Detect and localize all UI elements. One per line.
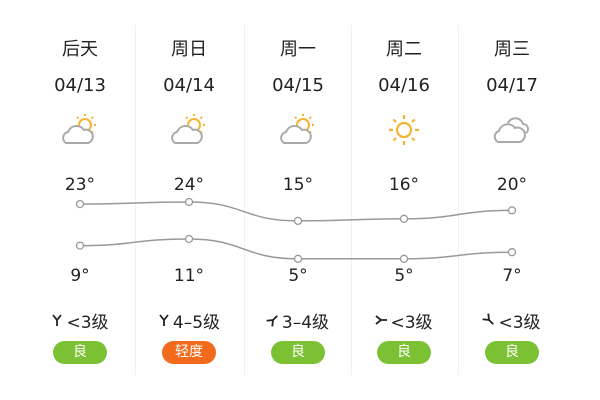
wind-level: 3–4级 bbox=[281, 313, 330, 333]
day-column[interactable]: 后天 04/13 23° 9° <3级 良 bbox=[26, 25, 134, 375]
wind-level: <3级 bbox=[498, 313, 541, 333]
low-temp: 5° bbox=[394, 266, 414, 286]
high-temp: 15° bbox=[282, 175, 314, 195]
day-column[interactable]: 周一 04/15 15° 5° 3–4级 良 bbox=[244, 25, 352, 375]
wind-info: <3级 bbox=[458, 308, 566, 333]
wind-arrow-icon bbox=[483, 311, 495, 331]
column-divider bbox=[458, 25, 459, 375]
high-temp-point bbox=[293, 216, 303, 226]
date-label: 04/17 bbox=[486, 75, 538, 96]
day-column[interactable]: 周日 04/14 24° 11° 4–5级 轻度 bbox=[135, 25, 243, 375]
high-temp-point bbox=[399, 214, 409, 223]
high-temp: 24° bbox=[173, 175, 205, 195]
day-label: 周日 bbox=[171, 39, 207, 60]
high-temp: 20° bbox=[496, 175, 528, 195]
partly-cloudy-icon bbox=[278, 113, 318, 147]
low-temp-point bbox=[184, 234, 194, 244]
wind-level: <3级 bbox=[390, 313, 433, 333]
sunny-icon bbox=[384, 113, 424, 147]
wind-info: <3级 bbox=[350, 308, 458, 333]
aqi-badge: 良 bbox=[377, 341, 431, 364]
low-temp-point bbox=[293, 254, 303, 263]
cloudy-icon bbox=[492, 113, 532, 147]
wind-arrow-icon bbox=[51, 311, 63, 331]
day-label: 周二 bbox=[386, 39, 422, 60]
partly-cloudy-icon bbox=[169, 113, 209, 147]
partly-cloudy-icon bbox=[60, 113, 100, 147]
aqi-badge: 轻度 bbox=[162, 341, 216, 364]
high-temp: 23° bbox=[64, 175, 96, 195]
day-column[interactable]: 周三 04/17 20° 7° <3级 良 bbox=[458, 25, 566, 375]
low-temp-point bbox=[507, 248, 517, 257]
high-temp-point bbox=[75, 199, 85, 209]
day-label: 周一 bbox=[280, 39, 316, 60]
aqi-badge: 良 bbox=[485, 341, 539, 364]
wind-level: 4–5级 bbox=[172, 313, 221, 333]
date-label: 04/15 bbox=[272, 75, 324, 96]
high-temp-point bbox=[507, 206, 517, 215]
aqi-badge: 良 bbox=[271, 341, 325, 364]
high-temp: 16° bbox=[388, 175, 420, 195]
day-label: 后天 bbox=[62, 39, 98, 60]
column-divider bbox=[351, 25, 352, 375]
low-temp: 5° bbox=[288, 266, 308, 286]
wind-arrow-icon bbox=[266, 311, 279, 331]
wind-info: <3级 bbox=[26, 308, 134, 333]
low-temp: 7° bbox=[502, 266, 522, 286]
low-temp-point bbox=[75, 241, 85, 250]
wind-info: 3–4级 bbox=[244, 308, 352, 333]
high-temp-point bbox=[184, 197, 194, 207]
day-column[interactable]: 周二 04/16 16° 5° <3级 良 bbox=[350, 25, 458, 375]
low-temp: 9° bbox=[70, 266, 90, 286]
aqi-badge: 良 bbox=[53, 341, 107, 364]
wind-arrow-icon bbox=[158, 311, 170, 331]
column-divider bbox=[135, 25, 136, 375]
wind-arrow-icon bbox=[375, 311, 388, 331]
day-label: 周三 bbox=[494, 39, 530, 60]
low-temp: 11° bbox=[173, 266, 205, 286]
wind-info: 4–5级 bbox=[135, 308, 243, 333]
column-divider bbox=[244, 25, 245, 375]
low-temp-point bbox=[399, 254, 409, 263]
date-label: 04/16 bbox=[378, 75, 430, 96]
wind-level: <3级 bbox=[66, 313, 109, 333]
date-label: 04/14 bbox=[163, 75, 215, 96]
date-label: 04/13 bbox=[54, 75, 106, 96]
